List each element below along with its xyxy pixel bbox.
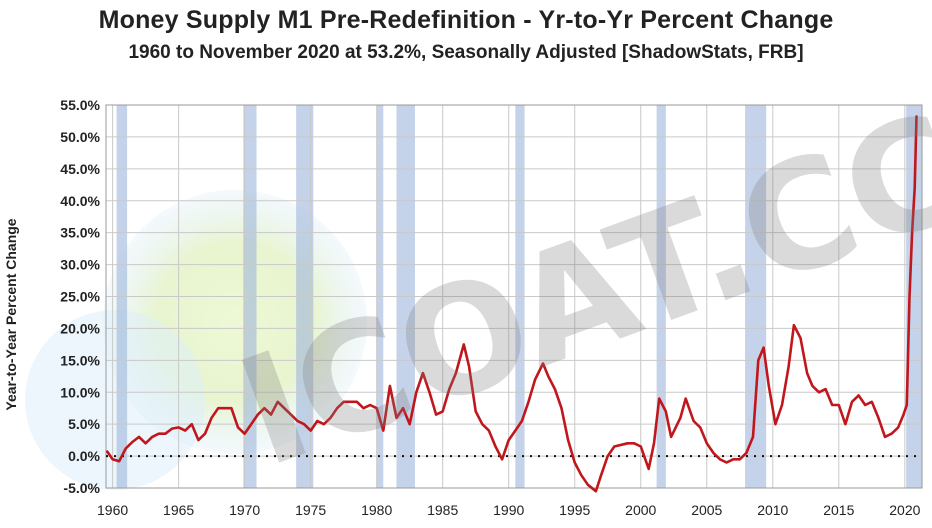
y-tick-label-1: 0.0% [68, 448, 100, 464]
y-tick-label-8: 35.0% [60, 225, 100, 241]
y-tick-label-4: 15.0% [60, 352, 100, 368]
y-tick-label-5: 20.0% [60, 320, 100, 336]
y-tick-label-12: 55.0% [60, 97, 100, 113]
x-tick-label-5: 1985 [427, 502, 458, 518]
plot-frame [105, 104, 923, 489]
chart-subtitle: 1960 to November 2020 at 53.2%, Seasonal… [128, 42, 804, 63]
y-tick-label-7: 30.0% [60, 257, 100, 273]
x-tick-label-11: 2015 [823, 502, 854, 518]
y-tick-label-9: 40.0% [60, 193, 100, 209]
x-tick-label-4: 1980 [361, 502, 392, 518]
x-tick-label-8: 2000 [625, 502, 656, 518]
x-tick-label-1: 1965 [163, 502, 194, 518]
watermark-circle-blue [25, 310, 205, 490]
y-tick-label-0: -5.0% [63, 480, 100, 496]
series-line-0 [106, 115, 918, 493]
y-tick-label-11: 50.0% [60, 129, 100, 145]
x-tick-label-10: 2010 [757, 502, 788, 518]
y-tick-label-3: 10.0% [60, 384, 100, 400]
y-tick-label-6: 25.0% [60, 289, 100, 305]
x-tick-label-6: 1990 [493, 502, 524, 518]
x-tick-label-3: 1975 [295, 502, 326, 518]
x-tick-label-2: 1970 [229, 502, 260, 518]
y-tick-label-10: 45.0% [60, 161, 100, 177]
x-tick-label-12: 2020 [889, 502, 920, 518]
x-tick-label-9: 2005 [691, 502, 722, 518]
y-axis-label: Year-to-Year Percent Change [3, 218, 19, 410]
chart-title: Money Supply M1 Pre-Redefinition - Yr-to… [98, 6, 834, 34]
x-tick-label-7: 1995 [559, 502, 590, 518]
y-tick-label-2: 5.0% [68, 416, 100, 432]
x-tick-label-0: 1960 [97, 502, 128, 518]
